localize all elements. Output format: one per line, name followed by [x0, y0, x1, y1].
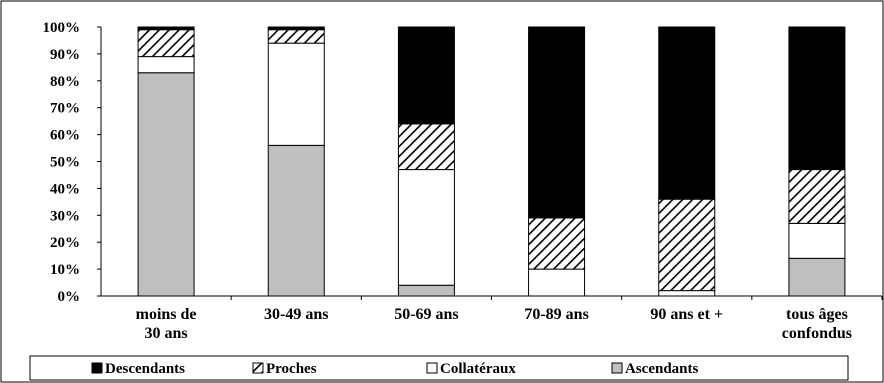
bar-segment-ascendants-6	[788, 257, 846, 297]
category-label: moins de	[136, 306, 197, 323]
legend: Descendants Proches Collatéraux Ascendants	[29, 355, 849, 381]
category-label: tous âges	[786, 306, 848, 323]
y-tick-label: 40%	[50, 181, 80, 197]
category-label: 30 ans	[145, 325, 188, 342]
y-tick-label: 70%	[50, 101, 80, 117]
bar-segment-ascendants-3	[397, 284, 455, 297]
legend-box	[29, 355, 849, 381]
legend-label-collateraux: Collatéraux	[440, 361, 516, 377]
y-tick-label: 10%	[50, 262, 80, 278]
category-labels: moins de 30 ans 30-49 ans 50-69 ans 70-89 an…	[136, 306, 852, 342]
axes: 0% 10% 20% 30% 40% 50% 60% 70% 80% 90% 100%	[43, 20, 883, 305]
y-tick-label: 20%	[50, 235, 80, 251]
bar-segment-collateraux-1	[137, 56, 195, 74]
legend-swatch-collateraux	[426, 362, 438, 374]
y-tick-label: 100%	[43, 20, 81, 36]
legend-label-proches: Proches	[266, 361, 317, 377]
bar-segment-proches-4	[528, 217, 586, 270]
bar-segment-collateraux-5	[658, 290, 716, 297]
legend-swatch-descendants	[91, 362, 103, 374]
legend-swatch-proches	[252, 362, 264, 374]
category-label: 30-49 ans	[264, 306, 328, 323]
bar-segment-proches-2	[267, 29, 325, 44]
bar-segment-proches-3	[397, 123, 455, 171]
bar-segment-collateraux-2	[267, 42, 325, 146]
category-label: confondus	[782, 325, 852, 342]
bar-segment-descendants-6	[788, 26, 846, 171]
category-label: 50-69 ans	[394, 306, 458, 323]
category-label: 90 ans et +	[650, 306, 723, 323]
bar-segment-descendants-5	[658, 26, 716, 200]
bar-segment-proches-1	[137, 29, 195, 58]
y-tick-label: 50%	[50, 155, 80, 171]
y-tick-label: 0%	[58, 289, 81, 305]
bar-segment-collateraux-6	[788, 222, 846, 259]
y-tick-label: 80%	[50, 74, 80, 90]
category-label: 70-89 ans	[524, 306, 588, 323]
legend-label-descendants: Descendants	[105, 361, 185, 377]
bar-segment-collateraux-3	[397, 169, 455, 286]
bar-segment-descendants-1	[137, 26, 195, 31]
bar-segment-descendants-4	[528, 26, 586, 219]
legend-label-ascendants: Ascendants	[625, 361, 699, 377]
y-tick-label: 90%	[50, 47, 80, 63]
bar-segment-proches-6	[788, 169, 846, 224]
y-tick-label: 60%	[50, 128, 80, 144]
bar-segment-ascendants-2	[267, 144, 325, 297]
bar-segment-descendants-2	[267, 26, 325, 31]
legend-swatch-ascendants	[611, 362, 623, 374]
plot-area	[137, 26, 846, 297]
bar-segment-descendants-3	[397, 26, 455, 125]
y-tick-label: 30%	[50, 208, 80, 224]
bar-segment-collateraux-4	[528, 268, 586, 297]
bar-segment-ascendants-1	[137, 72, 195, 297]
bar-segment-proches-5	[658, 198, 716, 292]
